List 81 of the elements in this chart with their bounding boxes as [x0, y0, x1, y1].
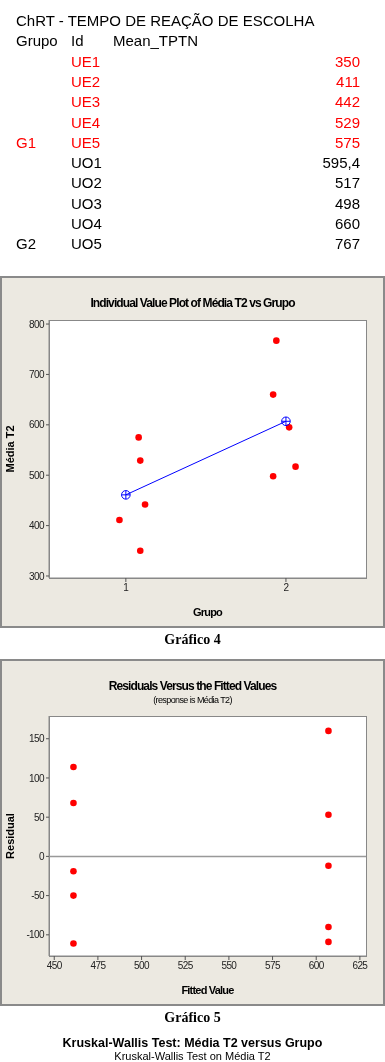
y-tick-label: -50 [31, 890, 46, 902]
y-tick-label: 800 [29, 318, 46, 330]
text: 517 [334, 174, 360, 192]
category-label: UE3 [71, 93, 101, 111]
text: G1 [16, 133, 37, 151]
point [325, 727, 332, 735]
point [285, 424, 293, 431]
y-axis-title: Residual [3, 813, 16, 859]
point [116, 516, 123, 524]
point [292, 463, 299, 470]
x-tick-label: 1 [123, 582, 130, 594]
chart-title: Individual Value Plot of Média T2 vs Grupo [89, 296, 296, 310]
y-tick-label: 50 [34, 811, 46, 823]
x-tick-label: 600 [308, 960, 325, 972]
text: 767 [334, 235, 360, 253]
x-tick-label: 625 [352, 960, 369, 972]
point [136, 547, 144, 555]
point [325, 862, 332, 870]
text: 595,4 [322, 154, 360, 172]
y-tick-label: 600 [29, 419, 46, 431]
text: 498 [334, 194, 360, 212]
text: 529 [334, 113, 360, 131]
y-tick-label: 0 [39, 850, 46, 862]
point [121, 490, 131, 500]
point [70, 799, 77, 807]
point [273, 337, 280, 344]
text: Kruskal-Wallis Test: Média T2 versus Grupo [61, 1036, 324, 1050]
text: 575 [334, 133, 360, 151]
category-label: UO2 [71, 174, 102, 192]
text: ChRT - TEMPO DE REAÇÃO DE ESCOLHA [16, 12, 315, 29]
point [136, 457, 144, 464]
category-label: UO4 [71, 215, 102, 232]
category-label: UO5 [71, 235, 102, 253]
point [70, 867, 77, 875]
point [141, 501, 149, 508]
point [325, 923, 332, 931]
text: G2 [16, 235, 37, 253]
x-tick-label: 575 [265, 960, 282, 972]
x-axis-title: Fitted Value [181, 984, 235, 996]
y-tick-label: 500 [29, 469, 46, 481]
point [281, 416, 291, 427]
y-tick-label: 400 [29, 520, 46, 532]
x-tick-label: 475 [90, 960, 107, 972]
text: Gráfico 4 [163, 632, 222, 648]
y-tick-label: 300 [29, 570, 46, 582]
point [269, 391, 277, 398]
text: 442 [334, 93, 360, 111]
x-tick-label: 500 [134, 960, 151, 972]
point [269, 472, 277, 480]
y-tick-label: 100 [29, 772, 46, 784]
point [325, 811, 332, 819]
y-tick-label: 700 [29, 368, 46, 380]
text: 660 [334, 215, 360, 232]
point [135, 434, 142, 441]
text: 411 [336, 72, 360, 90]
category-label: UE5 [71, 133, 101, 151]
y-tick-label: 150 [29, 733, 46, 745]
y-axis-title: Média T2 [3, 425, 16, 473]
chart-title: Residuals Versus the Fitted Values [107, 679, 278, 693]
text: Gráfico 5 [163, 1010, 222, 1026]
x-tick-label: 450 [46, 960, 63, 972]
x-tick-label: 2 [283, 582, 290, 594]
chart-subtitle: (response is Média T2) [152, 695, 233, 705]
y-tick-label: -100 [26, 929, 46, 941]
point [70, 763, 77, 771]
text: Kruskal-Wallis Test on Média T2 [113, 1050, 272, 1062]
category-label: UE4 [71, 113, 101, 131]
text: 350 [334, 52, 360, 70]
category-label: UO3 [71, 194, 102, 212]
category-label: UE1 [71, 52, 101, 70]
text: Grupo [16, 32, 58, 50]
x-tick-label: 525 [177, 960, 194, 972]
category-label: UO1 [71, 154, 102, 172]
point [325, 938, 332, 946]
x-axis-title: Grupo [193, 606, 224, 618]
point [70, 940, 77, 947]
x-tick-label: 550 [221, 960, 238, 972]
text: Id [71, 32, 84, 50]
category-label: UE2 [71, 72, 101, 90]
point [70, 892, 77, 899]
text: Mean_TPTN [113, 32, 199, 50]
